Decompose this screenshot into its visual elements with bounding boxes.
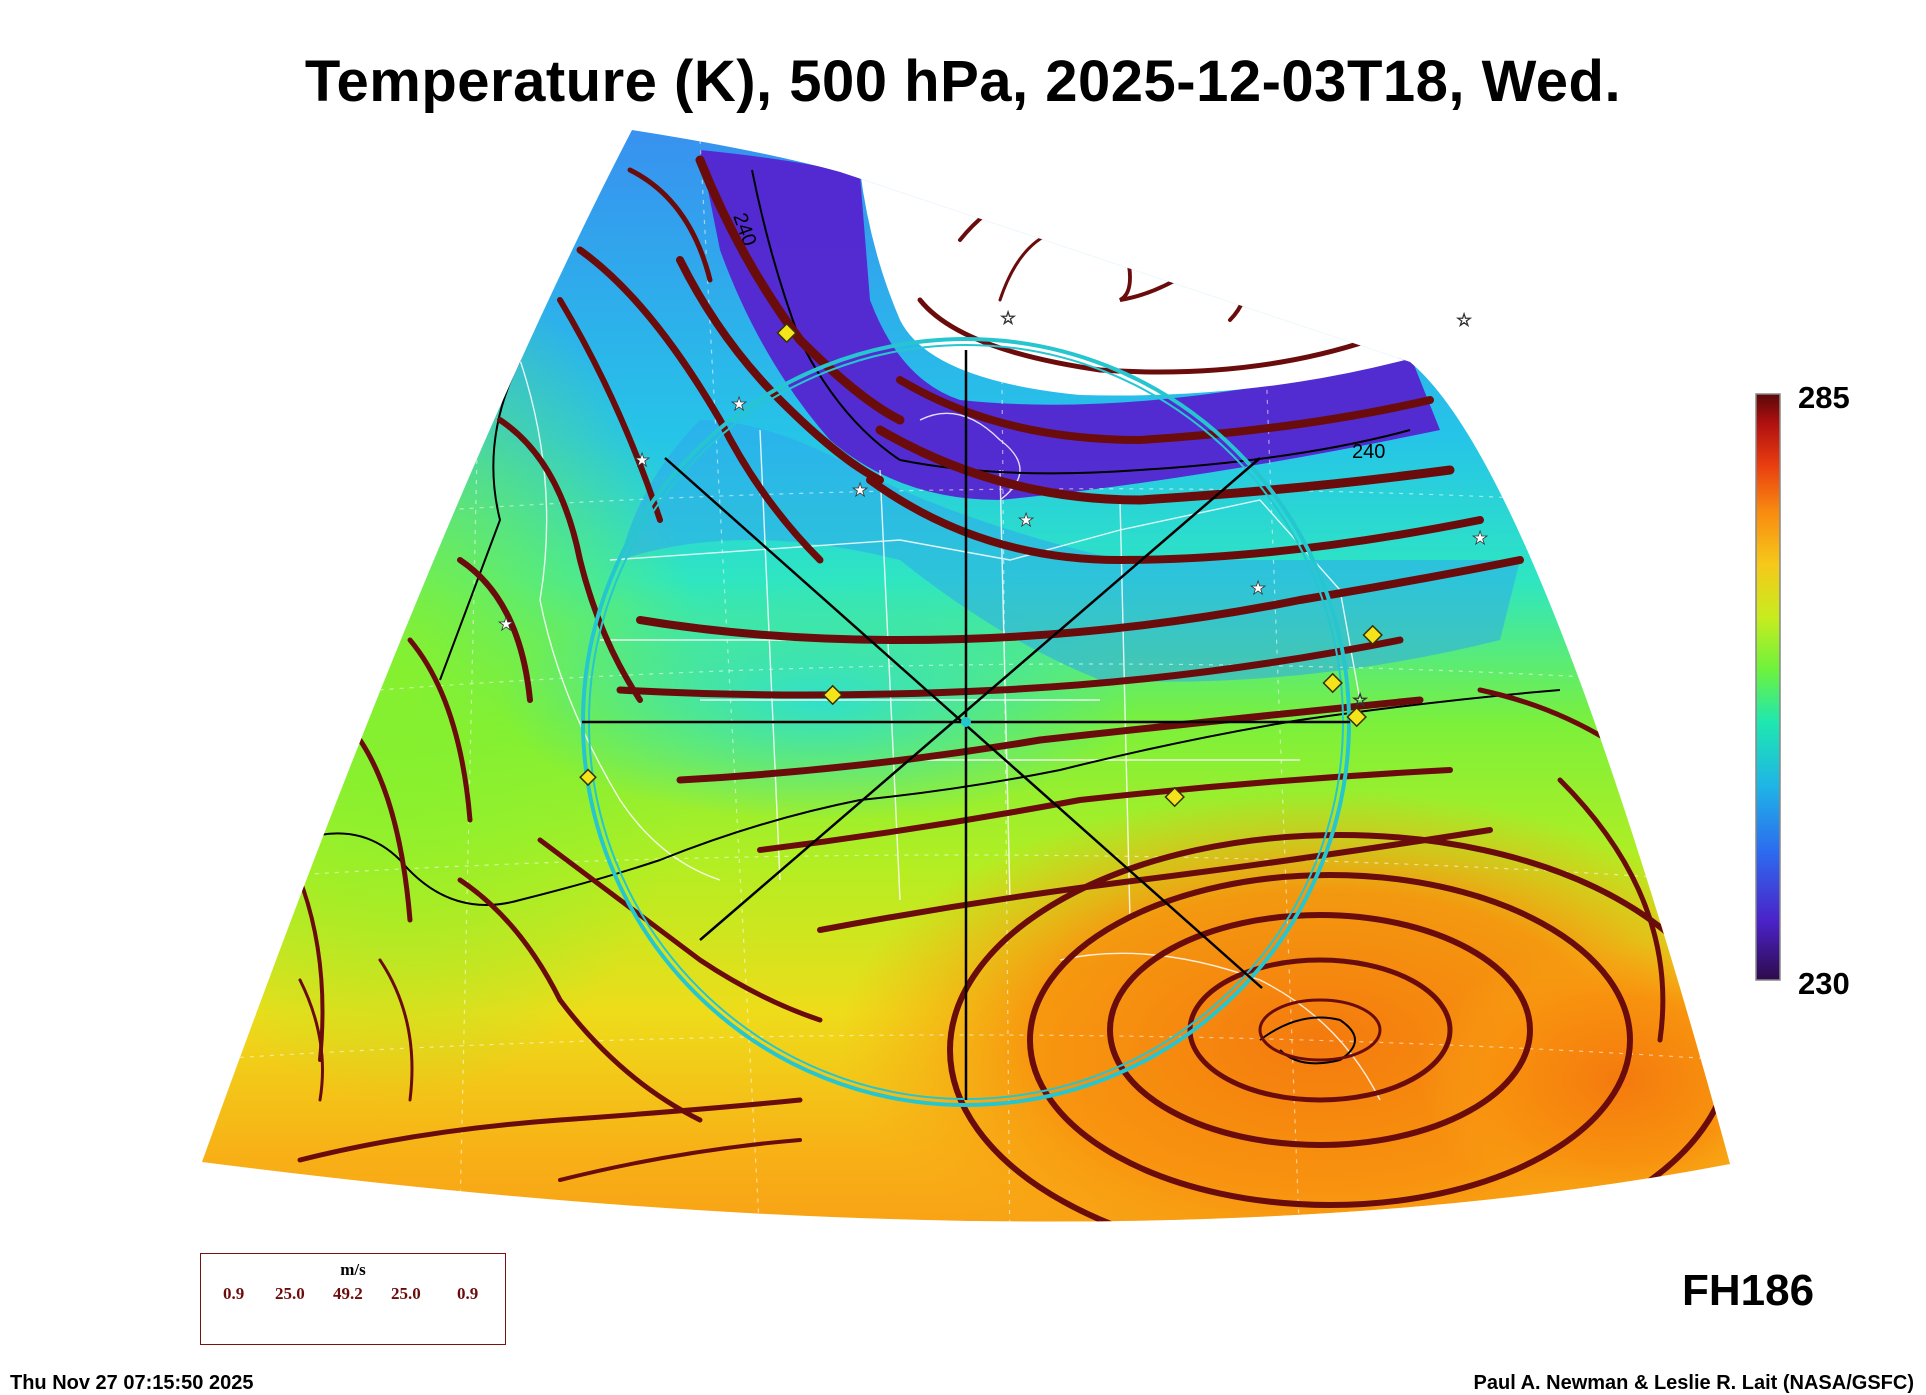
svg-text:☆: ☆	[1352, 690, 1368, 711]
wind-legend-value: 25.0	[391, 1284, 421, 1303]
svg-text:★: ★	[852, 480, 868, 501]
svg-text:★: ★	[498, 614, 514, 635]
wind-legend-value: 0.9	[223, 1284, 245, 1303]
center-point	[961, 717, 971, 727]
wind-legend-unit: m/s	[340, 1260, 366, 1279]
credits: Paul A. Newman & Leslie R. Lait (NASA/GS…	[1473, 1372, 1914, 1394]
colorbar	[1755, 393, 1781, 981]
svg-text:★: ★	[731, 394, 747, 415]
star-markers: ★ ★ ★ ★ ★ ★ ★ ☆ ☆ ☆	[498, 308, 1489, 712]
colorbar-min-label: 230	[1798, 966, 1850, 1001]
svg-text:☆: ☆	[1456, 310, 1472, 331]
wind-legend-value: 49.2	[333, 1284, 363, 1303]
forecast-hour-label: FH186	[1682, 1266, 1815, 1315]
svg-text:☆: ☆	[1000, 308, 1016, 329]
map-title: Temperature (K), 500 hPa, 2025-12-03T18,…	[304, 49, 1622, 114]
wind-legend-value: 25.0	[275, 1284, 305, 1303]
contour-label-240-east: 240	[1352, 441, 1385, 463]
colorbar-max-label: 285	[1798, 380, 1850, 415]
graticule	[202, 139, 1730, 1222]
station-markers	[579, 322, 1383, 808]
svg-text:★: ★	[1018, 510, 1034, 531]
timestamp: Thu Nov 27 07:15:50 2025	[10, 1372, 254, 1394]
wind-legend-value: 0.9	[457, 1284, 479, 1303]
wind-legend: m/s 0.9 25.0 49.2 25.0 0.9	[200, 1253, 506, 1345]
svg-text:★: ★	[634, 450, 650, 471]
svg-text:★: ★	[1250, 578, 1266, 599]
svg-text:★: ★	[1472, 528, 1488, 549]
